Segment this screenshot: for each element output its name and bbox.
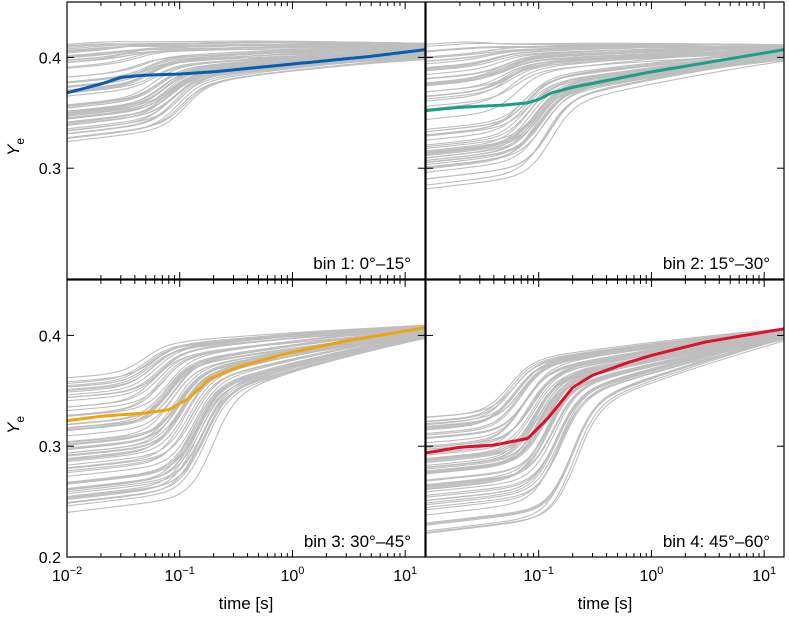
trajectory-line bbox=[67, 337, 425, 504]
trajectory-line bbox=[67, 44, 425, 62]
highlight-series-line bbox=[67, 48, 425, 95]
ytick-label: 0.3 bbox=[39, 439, 61, 456]
panel-frame bbox=[425, 279, 785, 558]
trajectory-line bbox=[426, 47, 784, 75]
trajectory-line bbox=[426, 328, 784, 422]
highlight-series-line bbox=[67, 326, 425, 423]
trajectory-line bbox=[67, 332, 425, 472]
trajectory-line bbox=[67, 48, 425, 93]
panel-3: bin 3: 30°–45° 0.2 0.3 0.4 Ye 10−2 10−1 100 101 t… bbox=[4, 279, 426, 613]
trajectory-line bbox=[426, 60, 784, 190]
trajectory-bundle bbox=[67, 324, 425, 513]
trajectory-line bbox=[426, 48, 784, 84]
trajectory-line bbox=[426, 49, 784, 98]
trajectory-line bbox=[426, 335, 784, 511]
trajectory-line bbox=[67, 332, 425, 493]
x-axis-label: time [s] bbox=[219, 594, 274, 613]
trajectory-line bbox=[67, 330, 425, 469]
ytick-label: 0.4 bbox=[39, 328, 61, 345]
trajectory-line bbox=[426, 340, 784, 534]
trajectory-line bbox=[67, 48, 425, 64]
trajectory-line bbox=[67, 336, 425, 499]
y-axis-label: Ye bbox=[4, 138, 27, 156]
panel-frame bbox=[66, 279, 426, 558]
trajectory-line bbox=[67, 328, 425, 412]
trajectory-bundle bbox=[426, 41, 784, 190]
xtick-label: 101 bbox=[393, 565, 417, 585]
trajectory-line bbox=[426, 339, 784, 509]
trajectory-line bbox=[426, 54, 784, 107]
bin-label: bin 3: 30°–45° bbox=[304, 532, 411, 551]
trajectory-bundle bbox=[67, 40, 425, 143]
trajectory-line bbox=[67, 333, 425, 437]
trajectory-line bbox=[67, 327, 425, 398]
trajectory-line bbox=[426, 57, 784, 186]
bin-label: bin 1: 0°–15° bbox=[313, 254, 411, 273]
panel-1: bin 1: 0°–15° 0.3 0.4 Ye bbox=[4, 1, 426, 280]
trajectory-line bbox=[67, 330, 425, 457]
ytick-label: 0.4 bbox=[39, 50, 61, 67]
panel-frame bbox=[66, 1, 426, 280]
panel-2: bin 2: 15°–30° bbox=[425, 1, 785, 280]
bin-label: bin 2: 15°–30° bbox=[663, 254, 770, 273]
trajectory-line bbox=[426, 336, 784, 487]
trajectory-line bbox=[426, 57, 784, 173]
trajectory-line bbox=[426, 332, 784, 468]
trajectory-line bbox=[67, 55, 425, 132]
xtick-label: 10−1 bbox=[165, 565, 195, 585]
trajectory-line bbox=[67, 333, 425, 501]
trajectory-line bbox=[426, 51, 784, 130]
y-axis-label: Ye bbox=[4, 416, 27, 434]
trajectory-line bbox=[67, 335, 425, 495]
trajectory-line bbox=[67, 41, 425, 53]
trajectory-line bbox=[67, 333, 425, 474]
trajectory-line bbox=[67, 51, 425, 116]
highlight-series-line bbox=[426, 327, 784, 455]
ytick-label: 0.2 bbox=[39, 550, 61, 567]
trajectory-line bbox=[426, 48, 784, 84]
panel-4: bin 4: 45°–60° 10−1 100 101 time [s] bbox=[425, 279, 785, 613]
trajectory-line bbox=[426, 57, 784, 168]
trajectory-line bbox=[426, 338, 784, 534]
xtick-label: 100 bbox=[639, 565, 663, 585]
trajectory-line bbox=[426, 328, 784, 438]
trajectory-line bbox=[426, 327, 784, 418]
xtick-label: 101 bbox=[752, 565, 776, 585]
trajectory-line bbox=[426, 334, 784, 490]
x-axis-label: time [s] bbox=[578, 594, 633, 613]
trajectory-line bbox=[426, 338, 784, 524]
trajectory-line bbox=[426, 56, 784, 164]
trajectory-line bbox=[67, 337, 425, 498]
bin-label: bin 4: 45°–60° bbox=[663, 532, 770, 551]
xtick-label: 10−1 bbox=[524, 565, 554, 585]
xtick-label: 10−2 bbox=[52, 565, 82, 585]
trajectory-line bbox=[67, 326, 425, 392]
ytick-label: 0.3 bbox=[39, 161, 61, 178]
trajectory-line bbox=[67, 50, 425, 113]
highlight-series-line bbox=[426, 48, 784, 113]
trajectory-line bbox=[426, 52, 784, 93]
xtick-label: 100 bbox=[280, 565, 304, 585]
trajectory-line bbox=[426, 331, 784, 449]
trajectory-line bbox=[426, 46, 784, 71]
panel-frame bbox=[425, 1, 785, 280]
trajectory-bundle bbox=[426, 327, 784, 534]
trajectory-line bbox=[426, 336, 784, 516]
trajectory-line bbox=[67, 59, 425, 139]
